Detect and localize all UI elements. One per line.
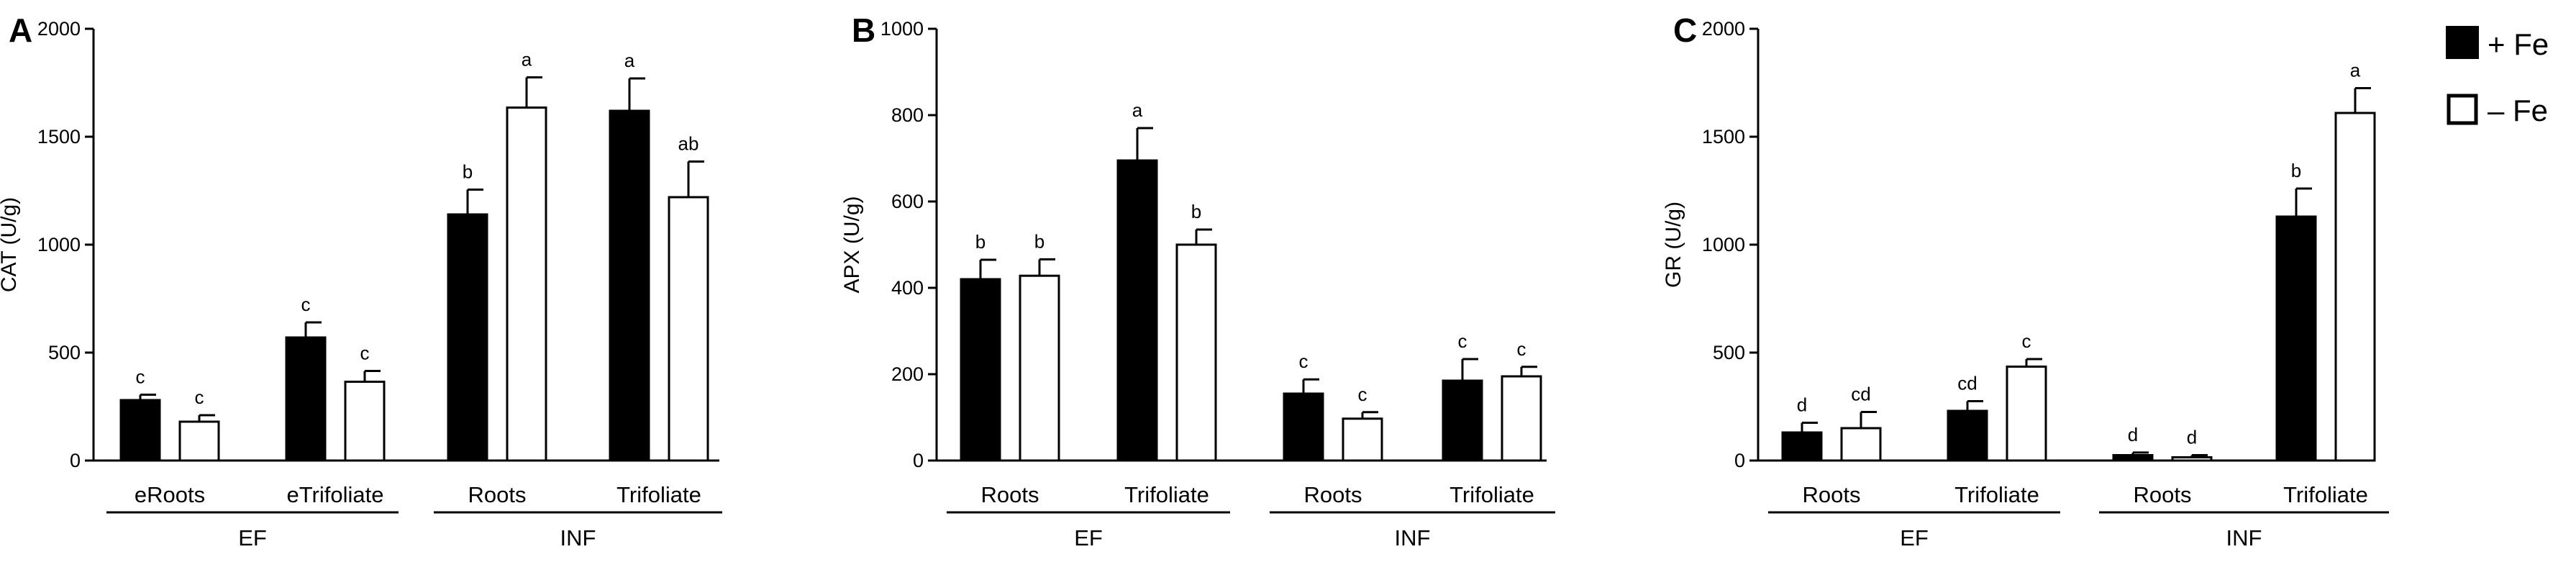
y-axis-title: APX (U/g): [840, 196, 864, 293]
category-label: eTrifoliate: [287, 482, 384, 507]
bar-plus-fe: [609, 109, 650, 462]
bar-plus-fe: [1781, 431, 1823, 462]
significance-label: ab: [678, 133, 699, 155]
y-tick-label: 0: [1734, 450, 1745, 471]
significance-label: c: [1358, 384, 1367, 405]
significance-label: c: [1517, 338, 1526, 360]
bar-minus-fe: [506, 106, 547, 462]
legend-swatch-minus-fe: [2447, 94, 2478, 125]
significance-label: d: [2128, 424, 2138, 445]
significance-label: b: [1034, 230, 1044, 252]
y-tick-label: 1000: [880, 18, 924, 40]
group-label: INF: [560, 525, 596, 550]
bar-plus-fe: [1116, 159, 1158, 462]
category-label: Trifoliate: [2283, 482, 2368, 507]
bar-minus-fe: [668, 196, 709, 462]
legend-label-plus-fe: + Fe: [2488, 27, 2549, 61]
legend: + Fe – Fe: [2446, 26, 2549, 127]
group-label: INF: [1395, 525, 1431, 550]
group-label: EF: [1900, 525, 1929, 550]
category-label: Trifoliate: [616, 482, 701, 507]
y-tick-label: 1500: [37, 126, 81, 148]
significance-label: a: [1132, 99, 1143, 121]
bar-minus-fe: [178, 420, 220, 462]
bar-plus-fe: [2275, 215, 2317, 462]
y-tick-label: 800: [891, 104, 924, 126]
y-tick-label: 500: [1713, 342, 1745, 363]
significance-label: a: [522, 49, 532, 71]
category-label: Roots: [981, 482, 1039, 507]
group-label: EF: [1074, 525, 1103, 550]
y-tick-label: 600: [891, 191, 924, 212]
bar-plus-fe: [2112, 454, 2154, 462]
significance-label: c: [1458, 330, 1467, 352]
group-label: EF: [238, 525, 267, 550]
category-label: Trifoliate: [1449, 482, 1534, 507]
significance-label: b: [2291, 160, 2301, 181]
y-tick-label: 2000: [37, 18, 81, 40]
bar-minus-fe: [344, 381, 386, 462]
y-tick-label: 200: [891, 363, 924, 385]
bar-minus-fe: [1840, 427, 1882, 462]
y-tick-label: 0: [70, 450, 81, 471]
y-axis-title: GR (U/g): [1662, 201, 1685, 288]
panel-letter: C: [1673, 12, 1697, 49]
category-label: Trifoliate: [1124, 482, 1209, 507]
bar-minus-fe: [2171, 456, 2213, 462]
bar-plus-fe: [1442, 379, 1483, 462]
significance-label: cd: [1957, 373, 1977, 394]
panel-a: A 0 500 1000 1500 2000 CAT (U/g) c c b a c c a ab eRoot…: [0, 12, 722, 550]
significance-label: c: [1299, 350, 1309, 372]
bar-minus-fe: [2006, 366, 2047, 462]
y-tick-label: 0: [913, 450, 924, 471]
significance-label: cd: [1851, 384, 1870, 405]
legend-label-minus-fe: – Fe: [2488, 94, 2548, 127]
category-label: Roots: [2134, 482, 2192, 507]
bar-minus-fe: [1019, 274, 1060, 462]
significance-label: d: [1797, 394, 1807, 416]
significance-label: a: [624, 50, 635, 71]
y-tick-label: 1500: [1702, 126, 1745, 148]
significance-label: c: [136, 366, 145, 388]
significance-label: a: [2350, 60, 2361, 81]
legend-swatch-plus-fe: [2446, 26, 2479, 59]
category-label: eRoots: [135, 482, 205, 507]
panel-letter: B: [852, 12, 875, 49]
significance-label: c: [360, 343, 370, 364]
significance-label: b: [1191, 201, 1201, 222]
bar-minus-fe: [1175, 243, 1217, 462]
bar-plus-fe: [119, 399, 161, 462]
bar-minus-fe: [1501, 375, 1542, 462]
panel-letter: A: [9, 12, 32, 49]
bar-plus-fe: [1283, 392, 1324, 462]
bar-plus-fe: [960, 278, 1001, 462]
significance-label: c: [301, 294, 311, 315]
y-axis-title: CAT (U/g): [0, 197, 21, 292]
category-label: Roots: [1304, 482, 1362, 507]
bar-minus-fe: [2334, 112, 2376, 462]
y-tick-label: 2000: [1702, 18, 1745, 40]
y-tick-label: 400: [891, 277, 924, 299]
significance-label: d: [2187, 427, 2197, 448]
group-label: INF: [2226, 525, 2262, 550]
bar-plus-fe: [1947, 409, 1988, 462]
significance-label: c: [195, 386, 204, 408]
panel-b: B 0 200 400 600 800 1000 APX (U/g) b a c c b b c c Roots…: [840, 12, 1555, 550]
y-tick-label: 500: [48, 342, 81, 363]
y-tick-label: 1000: [1702, 234, 1745, 255]
significance-label: c: [2022, 330, 2031, 352]
bar-plus-fe: [447, 213, 488, 462]
y-tick-label: 1000: [37, 234, 81, 255]
significance-label: b: [463, 161, 473, 183]
significance-label: b: [975, 231, 986, 253]
category-label: Roots: [468, 482, 527, 507]
category-label: Trifoliate: [1954, 482, 2039, 507]
category-label: Roots: [1803, 482, 1861, 507]
bar-minus-fe: [1342, 417, 1383, 462]
bar-plus-fe: [285, 336, 327, 462]
